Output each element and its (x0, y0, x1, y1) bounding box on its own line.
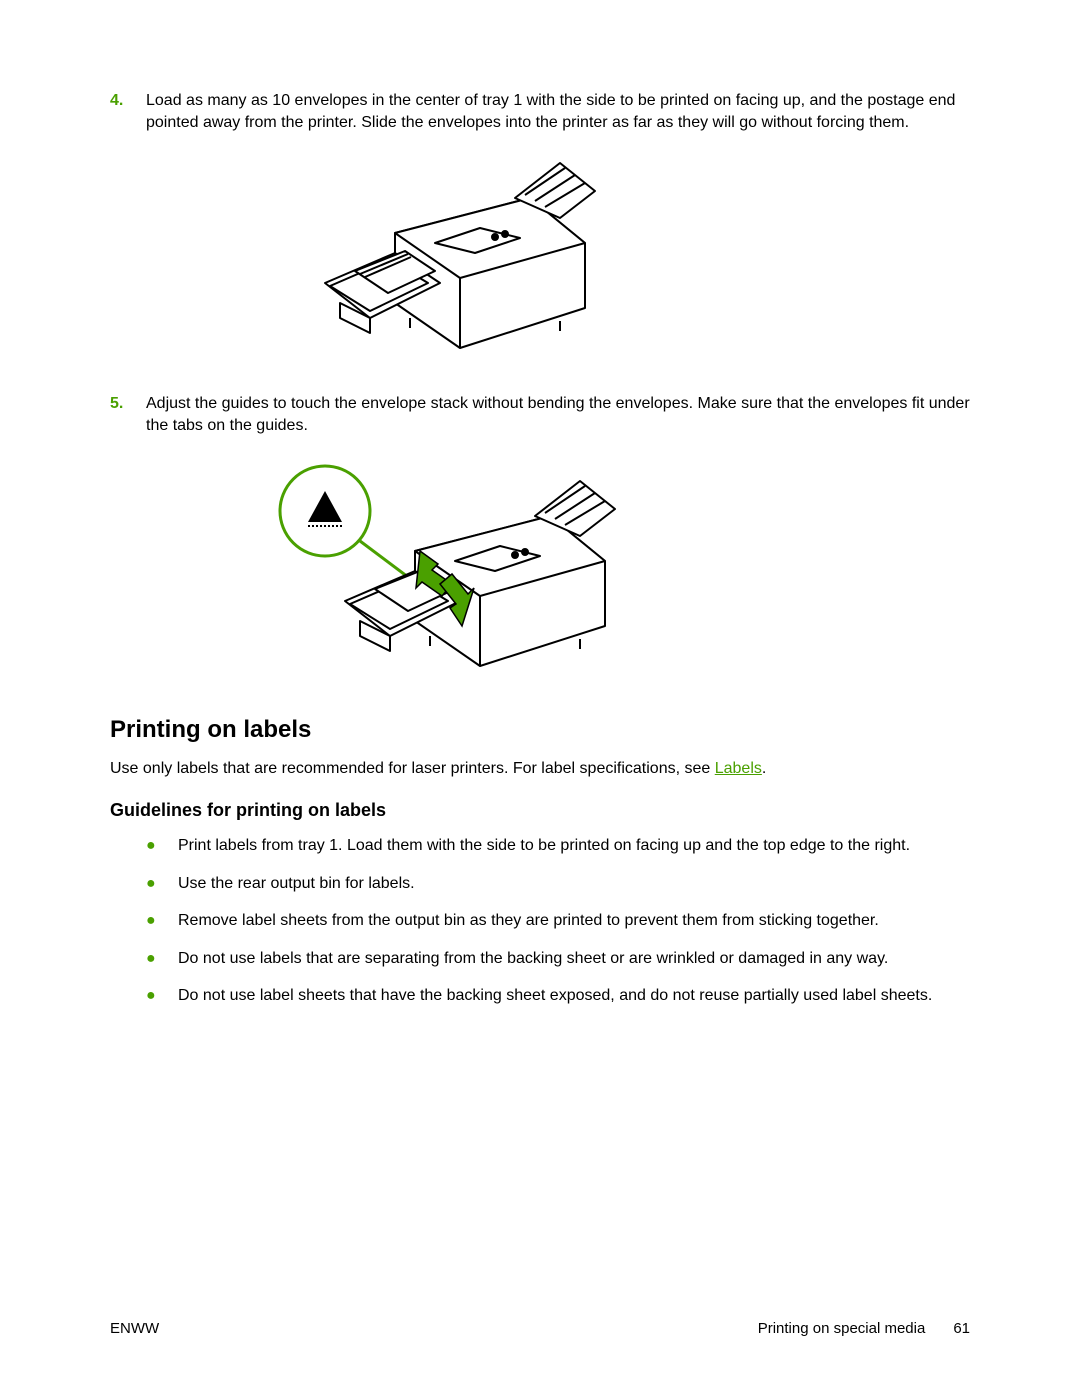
bullet-icon: ● (146, 835, 178, 857)
intro-paragraph: Use only labels that are recommended for… (110, 758, 970, 780)
figure-printer-adjust-guides (270, 456, 970, 686)
footer-right: Printing on special media 61 (758, 1320, 970, 1337)
intro-text-pre: Use only labels that are recommended for… (110, 760, 715, 777)
subheading-guidelines: Guidelines for printing on labels (110, 800, 970, 821)
step-text: Adjust the guides to touch the envelope … (146, 393, 970, 436)
guidelines-list: ● Print labels from tray 1. Load them wi… (110, 835, 970, 1007)
bullet-text: Do not use label sheets that have the ba… (178, 985, 932, 1007)
intro-text-post: . (762, 760, 766, 777)
bullet-text: Print labels from tray 1. Load them with… (178, 835, 910, 857)
step-number: 4. (110, 90, 146, 133)
list-item: ● Do not use label sheets that have the … (146, 985, 970, 1007)
bullet-icon: ● (146, 873, 178, 895)
footer-page-number: 61 (953, 1320, 970, 1337)
step-number: 5. (110, 393, 146, 436)
bullet-text: Do not use labels that are separating fr… (178, 948, 888, 970)
bullet-icon: ● (146, 910, 178, 932)
bullet-icon: ● (146, 948, 178, 970)
list-item: ● Print labels from tray 1. Load them wi… (146, 835, 970, 857)
bullet-text: Remove label sheets from the output bin … (178, 910, 879, 932)
section-heading-printing-on-labels: Printing on labels (110, 716, 970, 744)
step-item-4: 4. Load as many as 10 envelopes in the c… (110, 90, 970, 133)
list-item: ● Do not use labels that are separating … (146, 948, 970, 970)
labels-link[interactable]: Labels (715, 760, 762, 777)
page-footer: ENWW Printing on special media 61 (110, 1320, 970, 1337)
footer-left: ENWW (110, 1320, 159, 1337)
footer-section-title: Printing on special media (758, 1320, 926, 1337)
list-item: ● Remove label sheets from the output bi… (146, 910, 970, 932)
step-text: Load as many as 10 envelopes in the cent… (146, 90, 970, 133)
step-item-5: 5. Adjust the guides to touch the envelo… (110, 393, 970, 436)
document-page: 4. Load as many as 10 envelopes in the c… (0, 0, 1080, 1397)
bullet-text: Use the rear output bin for labels. (178, 873, 415, 895)
figure-printer-load-envelopes (300, 153, 970, 363)
list-item: ● Use the rear output bin for labels. (146, 873, 970, 895)
bullet-icon: ● (146, 985, 178, 1007)
